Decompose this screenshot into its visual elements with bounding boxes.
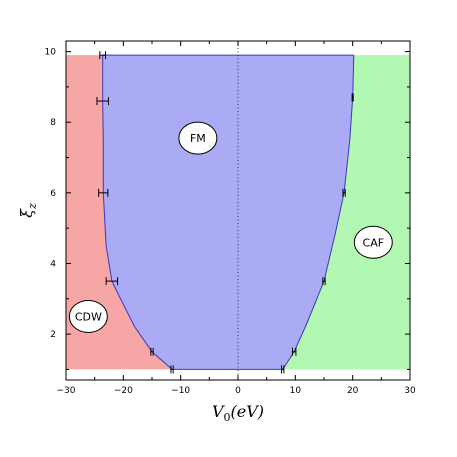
phase-label-cdw: CDW bbox=[68, 299, 108, 333]
x-tick-label: 10 bbox=[290, 386, 302, 396]
error-bar bbox=[96, 97, 109, 106]
x-tick-label: 20 bbox=[347, 386, 359, 396]
phase-regions bbox=[66, 55, 410, 370]
error-bars bbox=[96, 51, 354, 374]
phase-label-ellipse bbox=[68, 299, 108, 333]
x-tick-label: 30 bbox=[404, 386, 416, 396]
y-tick-label: 10 bbox=[45, 48, 57, 58]
x-axis-label: V0(eV) bbox=[212, 402, 264, 424]
error-bar bbox=[351, 93, 354, 102]
fm-region bbox=[102, 55, 354, 370]
y-tick-label: 2 bbox=[50, 330, 56, 340]
cdw-region bbox=[66, 55, 173, 370]
error-bar bbox=[98, 188, 109, 197]
x-axis-ticks: −30 −20 −10 0 10 20 30 bbox=[57, 41, 416, 396]
y-axis-label: ξz bbox=[17, 203, 39, 218]
error-bar bbox=[99, 51, 107, 60]
phase-label-text: FM bbox=[190, 132, 206, 145]
error-bar bbox=[170, 365, 174, 374]
phase-boundaries bbox=[102, 54, 355, 370]
caf-region bbox=[282, 55, 410, 370]
cdw-fm-boundary-line bbox=[102, 55, 173, 370]
error-bar bbox=[342, 188, 346, 197]
x-tick-label: −20 bbox=[114, 386, 133, 396]
x-axis-label-symbol: V bbox=[212, 402, 225, 421]
phase-label-fm: FM bbox=[178, 121, 218, 155]
y-axis-label-symbol: ξ bbox=[17, 208, 36, 218]
error-bar bbox=[322, 277, 326, 286]
error-bar bbox=[291, 347, 297, 356]
x-tick-label: −30 bbox=[57, 386, 76, 396]
x-tick-label: −10 bbox=[171, 386, 190, 396]
y-tick-label: 8 bbox=[50, 118, 56, 128]
phase-label-caf: CAF bbox=[353, 225, 393, 259]
y-tick-label: 6 bbox=[50, 189, 56, 199]
phase-label-text: CDW bbox=[75, 310, 102, 323]
x-axis-label-unit: (eV) bbox=[231, 402, 265, 421]
phase-label-ellipse bbox=[353, 225, 393, 259]
phase-labels: CDW FM CAF bbox=[68, 121, 393, 333]
y-axis-label-subscript: z bbox=[26, 203, 39, 210]
error-bar bbox=[105, 277, 119, 286]
error-bar bbox=[281, 365, 285, 374]
fm-caf-boundary-line bbox=[282, 55, 355, 370]
x-tick-label: 0 bbox=[235, 386, 241, 396]
y-tick-label: 4 bbox=[50, 259, 56, 269]
phase-label-ellipse bbox=[178, 121, 218, 155]
phase-label-text: CAF bbox=[363, 236, 385, 249]
error-bar bbox=[150, 347, 154, 356]
y-axis-ticks: 2 4 6 8 10 bbox=[45, 48, 410, 370]
x-axis-label-subscript: 0 bbox=[224, 411, 231, 424]
